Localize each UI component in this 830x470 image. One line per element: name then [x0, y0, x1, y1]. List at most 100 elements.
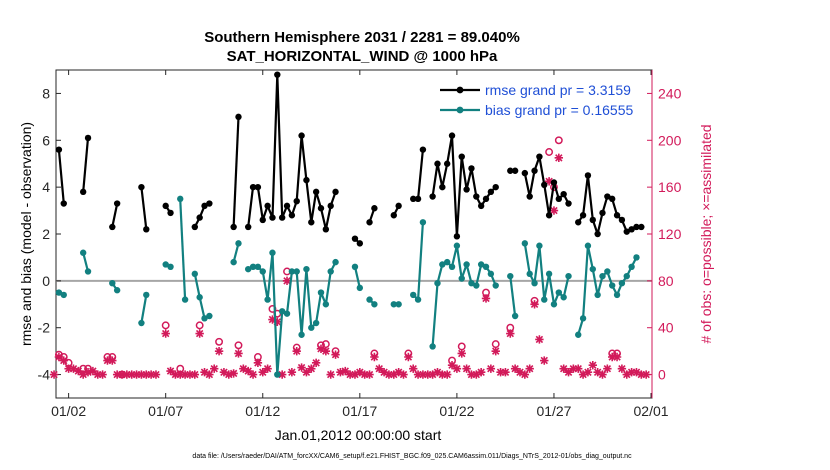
rmse-point: [143, 226, 150, 233]
bias-point: [410, 291, 417, 299]
obs-assimilated-marker: [248, 370, 258, 379]
y-right-tick-label: 160: [658, 179, 682, 195]
y-left-tick-label: 0: [42, 273, 50, 289]
rmse-point: [371, 205, 378, 212]
obs-possible-marker: [491, 340, 500, 349]
bias-point: [264, 296, 271, 303]
obs-assimilated-marker: [49, 370, 59, 379]
obs-assimilated-marker: [447, 361, 457, 370]
obs-assimilated-marker: [239, 364, 248, 373]
bias-point: [541, 296, 548, 303]
obs-assimilated-marker: [74, 366, 83, 376]
bias-point: [177, 195, 184, 203]
y-left-tick-label: 4: [42, 179, 50, 195]
bias-point: [492, 282, 499, 289]
obs-assimilated-marker: [229, 369, 238, 378]
bias-point: [254, 263, 262, 270]
rmse-point: [356, 240, 364, 247]
obs-assimilated-marker: [258, 368, 267, 377]
rmse-point: [609, 195, 616, 203]
rmse-point: [584, 172, 592, 179]
obs-assimilated-marker: [316, 344, 326, 353]
rmse-point: [633, 223, 640, 231]
obs-assimilated-marker: [151, 370, 161, 379]
bias-point: [55, 289, 63, 296]
legend: rmse grand pr = 3.3159 bias grand pr = 0.…: [440, 82, 633, 118]
rmse-point: [565, 200, 572, 207]
rmse-point: [259, 216, 266, 224]
bias-point: [191, 270, 199, 278]
bias-point: [244, 265, 252, 273]
y-right-tick-label: 80: [658, 273, 674, 289]
bias-point: [327, 268, 334, 275]
bias-point: [419, 219, 427, 226]
obs-assimilated-marker: [336, 368, 345, 377]
rmse-point: [545, 212, 553, 219]
bias-point: [278, 308, 286, 315]
legend-bias-label: bias grand pr = 0.16555: [485, 102, 633, 118]
y-left-tick-label: -4: [38, 367, 51, 383]
obs-assimilated-marker: [64, 364, 73, 373]
x-tick-label: 01/07: [148, 403, 183, 419]
obs-assimilated-marker: [69, 364, 78, 373]
obs-assimilated-marker: [452, 364, 462, 373]
obs-assimilated-marker: [438, 370, 447, 379]
rmse-point: [575, 219, 582, 226]
obs-assimilated-marker: [137, 370, 146, 379]
obs-assimilated-marker: [287, 368, 297, 377]
rmse-point: [579, 212, 587, 219]
bias-line-segment: [140, 294, 148, 324]
rmse-line-segment: [82, 137, 90, 192]
obs-assimilated-marker: [234, 349, 243, 358]
obs-assimilated-marker: [375, 364, 384, 373]
bias-point: [429, 343, 436, 350]
rmse-line-segment: [577, 174, 642, 236]
bias-point: [443, 258, 451, 266]
obs-assimilated-marker: [588, 361, 597, 370]
bias-point: [249, 263, 257, 270]
obs-assimilated-marker: [476, 368, 486, 377]
obs-assimilated-marker: [389, 370, 398, 379]
rmse-point: [511, 167, 519, 174]
bias-point: [206, 312, 213, 320]
rmse-point: [599, 209, 606, 217]
y-left-tick-label: 2: [42, 226, 50, 242]
rmse-point: [560, 190, 567, 198]
rmse-point: [249, 183, 257, 191]
obs-assimilated-marker: [637, 370, 646, 379]
obs-assimilated-marker: [622, 370, 631, 379]
obs-assimilated-marker: [311, 358, 321, 368]
obs-assimilated-marker: [520, 370, 530, 379]
bias-line-segment: [509, 276, 517, 317]
x-tick-label: 01/27: [536, 403, 571, 419]
rmse-point: [191, 223, 199, 231]
rmse-point: [274, 71, 281, 78]
obs-assimilated-marker: [399, 370, 408, 379]
rmse-point: [541, 181, 548, 188]
rmse-point: [293, 198, 300, 205]
obs-assimilated-marker: [608, 352, 617, 362]
bias-line-segment: [412, 222, 424, 301]
chart-title: Southern Hemisphere 2031 / 2281 = 89.040…: [204, 29, 520, 46]
obs-possible-marker: [215, 337, 224, 346]
rmse-line-segment: [523, 155, 570, 217]
obs-assimilated-marker: [350, 370, 360, 379]
obs-assimilated-marker: [302, 368, 311, 377]
bias-point: [371, 301, 378, 308]
rmse-point: [448, 132, 456, 139]
rmse-point: [84, 134, 92, 142]
bias-line-segment: [179, 198, 187, 300]
bias-point: [201, 315, 208, 322]
obs-assimilated-marker: [442, 370, 452, 379]
bias-point: [477, 261, 485, 268]
bias-point: [395, 301, 402, 308]
bias-point: [555, 289, 563, 296]
rmse-point: [254, 183, 262, 191]
obs-assimilated-marker: [549, 206, 559, 215]
obs-assimilated-marker: [190, 370, 200, 379]
y-right-tick-label: 40: [658, 320, 674, 336]
rmse-point: [623, 228, 630, 235]
rmse-point: [317, 205, 325, 212]
rmse-point: [531, 167, 538, 174]
obs-assimilated-marker: [544, 177, 554, 186]
